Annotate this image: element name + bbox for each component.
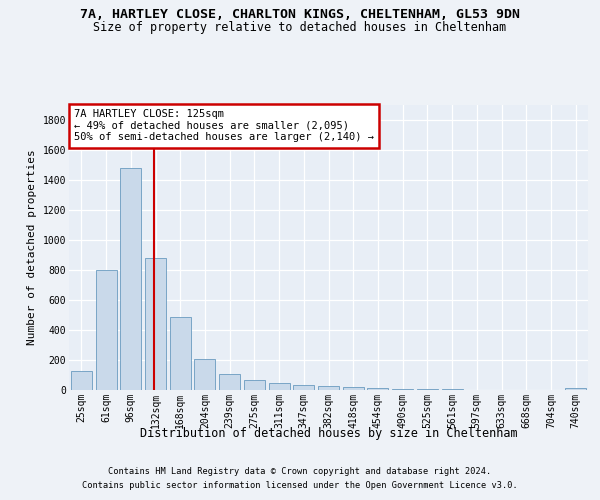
Bar (219, 374, 240, 390)
Text: Size of property relative to detached houses in Cheltenham: Size of property relative to detached ho… (94, 21, 506, 34)
Bar (194, 359, 215, 390)
Bar (318, 386, 339, 390)
Bar (343, 387, 364, 390)
Bar (269, 383, 290, 390)
Bar (170, 316, 191, 390)
Text: Distribution of detached houses by size in Cheltenham: Distribution of detached houses by size … (140, 428, 518, 440)
Text: Contains public sector information licensed under the Open Government Licence v3: Contains public sector information licen… (82, 481, 518, 490)
Bar (293, 385, 314, 390)
Bar (145, 258, 166, 390)
Bar (244, 380, 265, 390)
Text: 7A HARTLEY CLOSE: 125sqm
← 49% of detached houses are smaller (2,095)
50% of sem: 7A HARTLEY CLOSE: 125sqm ← 49% of detach… (74, 110, 374, 142)
Bar (95, 270, 116, 390)
Y-axis label: Number of detached properties: Number of detached properties (27, 150, 37, 346)
Bar (565, 388, 586, 390)
Bar (120, 168, 141, 390)
Text: Contains HM Land Registry data © Crown copyright and database right 2024.: Contains HM Land Registry data © Crown c… (109, 467, 491, 476)
Text: 7A, HARTLEY CLOSE, CHARLTON KINGS, CHELTENHAM, GL53 9DN: 7A, HARTLEY CLOSE, CHARLTON KINGS, CHELT… (80, 8, 520, 20)
Bar (71, 371, 92, 390)
Bar (417, 389, 438, 390)
Bar (392, 389, 413, 390)
Bar (367, 388, 388, 390)
